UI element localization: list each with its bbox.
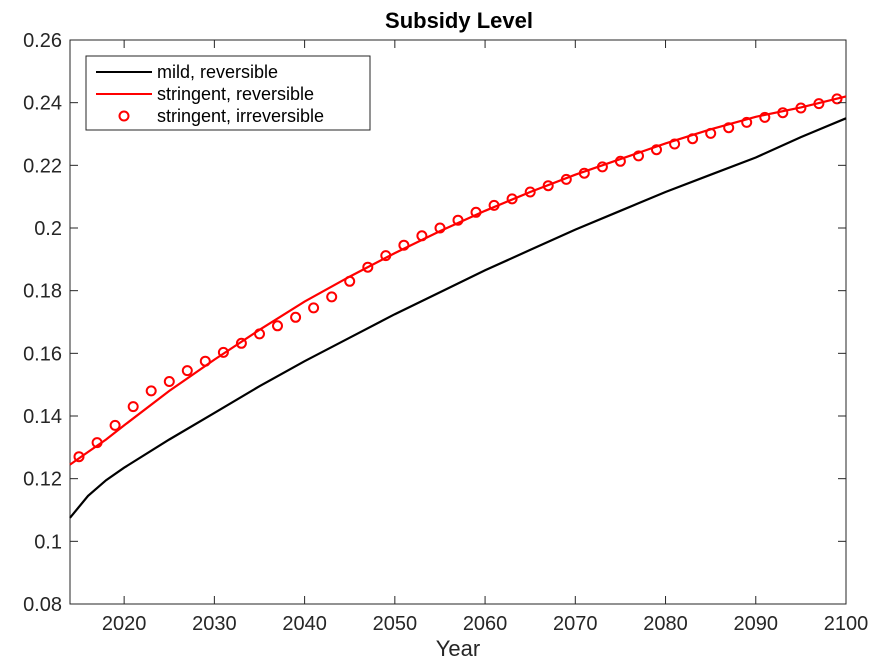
data-point-stringent-irreversible <box>705 127 717 139</box>
axes-layer: 2020 2030 2040 2050 2060 2070 2080 2090 2100 0.08… <box>23 30 868 635</box>
x-tick-label: 2050 <box>373 613 418 635</box>
data-point-stringent-irreversible <box>326 291 338 303</box>
x-tick-label: 2020 <box>102 613 147 635</box>
y-tick-label: 0.1 <box>34 531 62 553</box>
y-tick-label: 0.12 <box>23 469 62 491</box>
data-point-stringent-irreversible <box>73 451 85 463</box>
y-tick-label: 0.24 <box>23 93 62 115</box>
data-point-stringent-irreversible <box>398 239 410 251</box>
x-tick-label: 2080 <box>643 613 688 635</box>
data-layer <box>69 93 847 519</box>
x-tick-label: 2040 <box>282 613 327 635</box>
data-point-stringent-irreversible <box>127 401 139 413</box>
series-line-stringent-reversible <box>69 95 847 466</box>
legend-label-stringent-irreversible: stringent, irreversible <box>157 106 324 126</box>
legend-label-mild-reversible: mild, reversible <box>157 62 278 82</box>
data-point-stringent-irreversible <box>578 167 590 179</box>
data-point-stringent-irreversible <box>181 365 193 377</box>
x-tick-label: 2090 <box>734 613 779 635</box>
data-point-stringent-irreversible <box>542 180 554 192</box>
data-point-stringent-irreversible <box>741 116 753 128</box>
chart-title: Subsidy Level <box>385 8 533 33</box>
data-point-stringent-irreversible <box>614 155 626 167</box>
plot-area <box>69 39 847 605</box>
data-point-stringent-irreversible <box>759 111 771 123</box>
y-tick-label: 0.26 <box>23 30 62 52</box>
data-point-stringent-irreversible <box>254 328 265 340</box>
data-point-stringent-irreversible <box>452 214 464 226</box>
data-point-stringent-irreversible <box>813 98 825 110</box>
x-tick-label: 2070 <box>553 613 598 635</box>
data-point-stringent-irreversible <box>687 133 699 145</box>
data-point-stringent-irreversible <box>380 250 392 262</box>
data-point-stringent-irreversible <box>91 437 103 449</box>
data-point-stringent-irreversible <box>560 173 572 185</box>
data-point-stringent-irreversible <box>217 346 229 358</box>
x-tick-label: 2100 <box>824 613 869 635</box>
y-tick-label: 0.08 <box>23 594 62 616</box>
legend-label-stringent-reversible: stringent, reversible <box>157 84 314 104</box>
data-point-stringent-irreversible <box>235 337 247 349</box>
y-tick-label: 0.22 <box>23 155 62 177</box>
data-point-stringent-irreversible <box>109 419 121 431</box>
x-tick-label: 2060 <box>463 613 508 635</box>
data-point-stringent-irreversible <box>596 161 608 173</box>
data-point-stringent-irreversible <box>669 138 681 150</box>
y-tick-label: 0.2 <box>34 218 62 240</box>
data-point-stringent-irreversible <box>524 186 536 198</box>
data-point-stringent-irreversible <box>506 193 518 205</box>
data-point-stringent-irreversible <box>199 355 211 367</box>
data-point-stringent-irreversible <box>272 320 283 332</box>
data-point-stringent-irreversible <box>831 93 843 105</box>
data-point-stringent-irreversible <box>434 222 446 234</box>
y-tick-label: 0.14 <box>23 406 62 428</box>
data-point-stringent-irreversible <box>344 275 356 287</box>
legend-swatch-stringent-irreversible <box>118 110 130 122</box>
series-line-mild-reversible <box>69 117 847 519</box>
data-point-stringent-irreversible <box>308 302 320 314</box>
x-tick-label: 2030 <box>192 613 237 635</box>
data-point-stringent-irreversible <box>777 107 789 119</box>
x-axis-label: Year <box>436 636 480 659</box>
y-tick-label: 0.18 <box>23 281 62 303</box>
data-point-stringent-irreversible <box>633 150 644 162</box>
legend: mild, reversible stringent, reversible s… <box>85 55 371 131</box>
data-point-stringent-irreversible <box>362 261 374 273</box>
y-tick-label: 0.16 <box>23 343 62 365</box>
data-point-stringent-irreversible <box>795 102 807 114</box>
data-point-stringent-irreversible <box>163 376 175 387</box>
data-point-stringent-irreversible <box>145 385 157 397</box>
data-point-stringent-irreversible <box>723 122 735 134</box>
data-point-stringent-irreversible <box>651 144 662 156</box>
data-point-stringent-irreversible <box>488 199 500 211</box>
data-point-stringent-irreversible <box>290 311 302 323</box>
data-point-stringent-irreversible <box>416 230 428 242</box>
data-point-stringent-irreversible <box>470 206 482 218</box>
